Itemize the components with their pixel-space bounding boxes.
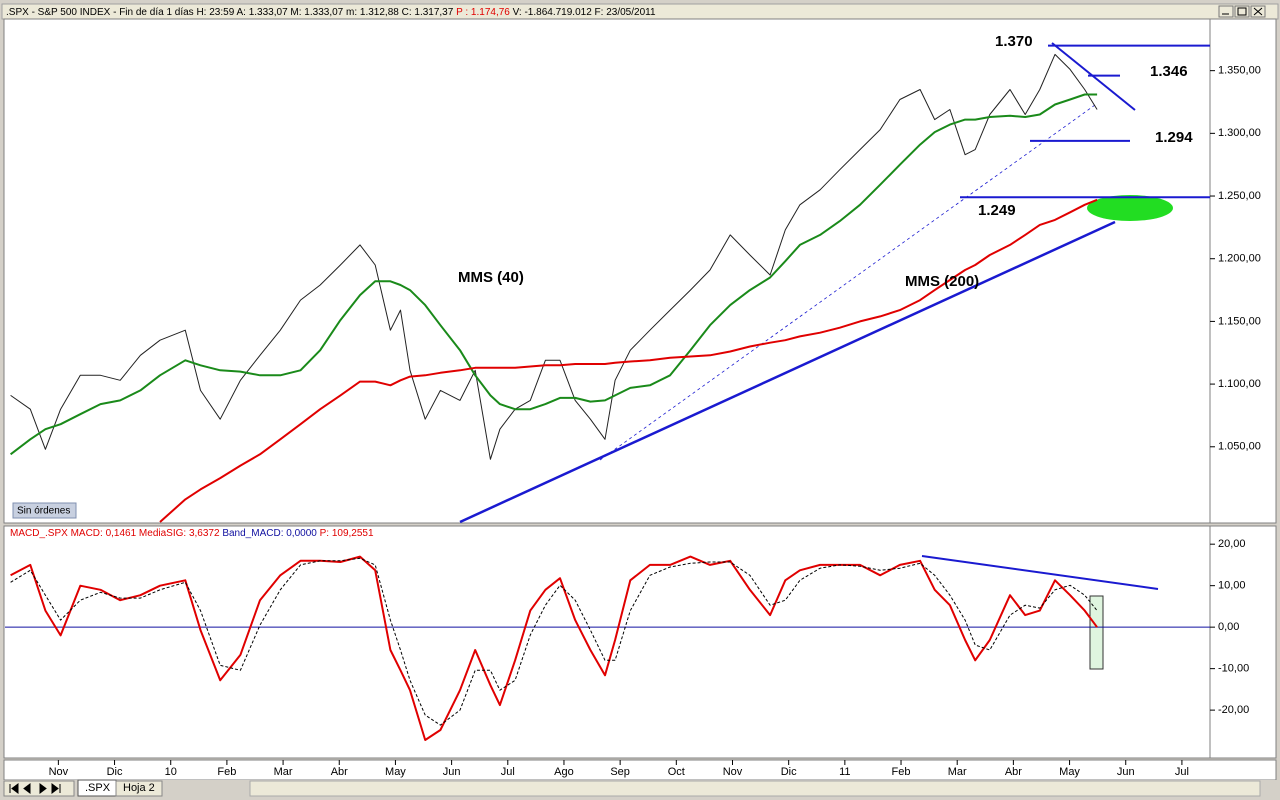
signal-box: [1089, 595, 1104, 670]
x-tick-label: Abr: [331, 766, 348, 778]
series-line: [10, 53, 1098, 460]
macd-trendline: [921, 555, 1159, 590]
series-label: MMS (40): [458, 269, 524, 286]
x-tick-label: Nov: [723, 766, 743, 778]
x-tick-label: May: [385, 766, 406, 778]
y-tick-label: 1.200,00: [1218, 253, 1261, 265]
series-line: [10, 557, 1098, 726]
level-label: 1.249: [978, 202, 1016, 219]
y-tick-label: -10,00: [1218, 663, 1249, 675]
series-label: MMS (200): [905, 273, 979, 290]
level-label: 1.370: [995, 33, 1033, 50]
support-trendline: [459, 220, 1116, 524]
x-tick-label: Sep: [610, 766, 630, 778]
macd-header-part: MACD_.SPX MACD: 0,1461 MediaSIG: 3,6372: [10, 528, 222, 539]
x-tick-label: May: [1059, 766, 1080, 778]
y-tick-label: 1.100,00: [1218, 378, 1261, 390]
x-tick-label: Jul: [501, 766, 515, 778]
target-zone: [1087, 195, 1173, 221]
level-label: 1.346: [1150, 63, 1188, 80]
x-tick-label: Mar: [948, 766, 967, 778]
series-line: [159, 198, 1098, 523]
y-tick-label: 10,00: [1218, 580, 1246, 592]
tab-label[interactable]: .SPX: [85, 782, 111, 794]
y-tick-label: 1.250,00: [1218, 190, 1261, 202]
x-tick-label: Ago: [554, 766, 574, 778]
nav-icons: [9, 783, 61, 794]
y-tick-label: 1.300,00: [1218, 127, 1261, 139]
header-text: .SPX - S&P 500 INDEX - Fin de día 1 días…: [6, 7, 656, 18]
series-line: [9, 93, 1098, 456]
window-buttons[interactable]: [1218, 5, 1266, 18]
x-tick-label: Feb: [892, 766, 911, 778]
y-tick-label: 1.150,00: [1218, 315, 1261, 327]
x-tick-label: Jun: [443, 766, 461, 778]
header-highlight: P : 1.174,76: [456, 7, 510, 18]
header-main: .SPX - S&P 500 INDEX - Fin de día 1 días…: [6, 7, 456, 18]
header-tail: V: -1.864.719.012 F: 23/05/2011: [510, 7, 656, 18]
maximize-button[interactable]: [1234, 5, 1250, 18]
series-line: [10, 555, 1098, 741]
orders-badge: [12, 502, 77, 519]
level-label: 1.294: [1155, 129, 1193, 146]
x-tick-label: Dic: [107, 766, 123, 778]
y-tick-label: 0,00: [1218, 621, 1239, 633]
date-strip: [3, 759, 1277, 781]
x-tick-label: 10: [165, 766, 177, 778]
icon: [1237, 7, 1247, 16]
x-tick-label: 11: [839, 766, 850, 778]
scrollbar[interactable]: [249, 780, 1261, 797]
macd-header: MACD_.SPX MACD: 0,1461 MediaSIG: 3,6372 …: [10, 528, 374, 539]
x-tick-label: Abr: [1005, 766, 1022, 778]
orders-badge-text: Sin órdenes: [17, 506, 70, 517]
tab[interactable]: [115, 780, 163, 797]
macd-panel: [3, 525, 1277, 759]
tab-nav[interactable]: [3, 780, 75, 797]
minimize-button[interactable]: [1218, 5, 1234, 18]
x-tick-label: Jul: [1175, 766, 1189, 778]
x-tick-label: Jun: [1117, 766, 1135, 778]
icon: [1253, 7, 1263, 16]
x-tick-label: Feb: [217, 766, 236, 778]
y-tick-label: 20,00: [1218, 538, 1246, 550]
y-tick-label: -20,00: [1218, 704, 1249, 716]
x-tick-label: Dic: [781, 766, 797, 778]
y-tick-label: 1.350,00: [1218, 65, 1261, 77]
x-tick-label: Nov: [49, 766, 69, 778]
macd-header-part: P: 109,2551: [317, 528, 374, 539]
macd-header-part: Band_MACD: 0,0000: [222, 528, 317, 539]
nav-buttons[interactable]: [3, 780, 75, 797]
tab-label[interactable]: Hoja 2: [123, 782, 155, 794]
y-tick-label: 1.050,00: [1218, 441, 1261, 453]
x-tick-label: Mar: [274, 766, 293, 778]
plots: 1.050,00 1.100,00 1.150,00 1.200,00 1.250,00…: [5, 33, 1261, 778]
x-tick-label: Oct: [668, 766, 685, 778]
